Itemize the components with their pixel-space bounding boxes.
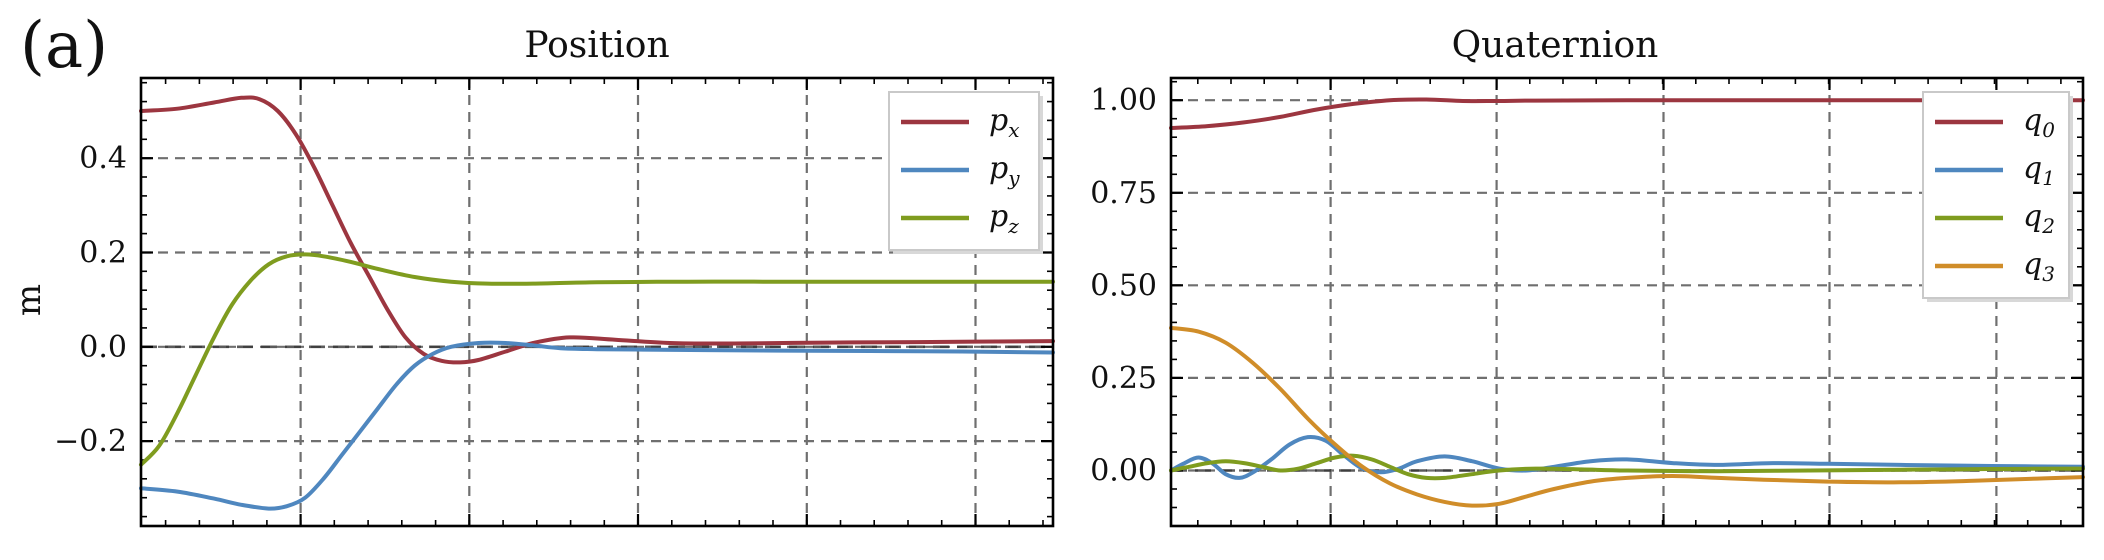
position-legend-label: pz xyxy=(989,199,1019,238)
quaternion-y-tick-label: 0.50 xyxy=(1090,268,1157,303)
quaternion-y-tick-label: 1.00 xyxy=(1090,83,1157,118)
position-y-axis-label: m xyxy=(9,284,49,316)
quaternion-chart-title: Quaternion xyxy=(1452,25,1659,66)
position-series-py-line xyxy=(139,340,1055,511)
quaternion-y-tick-label: 0.25 xyxy=(1090,361,1157,396)
position-chart-title: Position xyxy=(524,25,669,66)
position-legend: px py pz xyxy=(888,91,1043,254)
position-y-tick-label: 0.2 xyxy=(79,236,127,271)
quaternion-legend-box xyxy=(1922,91,2070,299)
quaternion-legend: q0 q1 q2 q3 xyxy=(1922,91,2073,302)
position-plot-frame xyxy=(139,76,1055,528)
position-y-tick-label: −0.2 xyxy=(54,424,127,459)
position-series-px-line xyxy=(139,95,1055,365)
position-legend-label: py xyxy=(989,151,1020,190)
position-series xyxy=(139,95,1055,511)
quaternion-chart: Quaternion 0.00 0.25 0.50 0.75 1.00 q0 q1 q2 q3 xyxy=(1090,25,2085,528)
position-chart: Position m −0.2 0.0 0.2 0.4 px py pz xyxy=(9,25,1055,528)
quaternion-y-tick-label: 0.75 xyxy=(1090,176,1157,211)
quaternion-series xyxy=(1169,97,2085,508)
position-y-tick-label: 0.4 xyxy=(79,141,127,176)
quaternion-series-q2-line xyxy=(1169,453,2085,481)
quaternion-legend-label: q2 xyxy=(2023,199,2055,238)
quaternion-series-q1-line xyxy=(1169,434,2085,480)
panel-letter: (a) xyxy=(20,9,108,83)
quaternion-plot-frame xyxy=(1169,76,2085,528)
position-legend-label: px xyxy=(989,103,1020,142)
position-y-ticks: −0.2 0.0 0.2 0.4 xyxy=(54,78,1053,526)
position-series-pz-line xyxy=(139,252,1055,467)
quaternion-y-tick-label: 0.00 xyxy=(1090,454,1157,489)
quaternion-series-q3-line xyxy=(1169,325,2085,508)
quaternion-legend-label: q1 xyxy=(2023,151,2055,190)
quaternion-series-q0-line xyxy=(1169,97,2085,130)
position-grid xyxy=(141,78,1053,526)
quaternion-legend-label: q0 xyxy=(2023,103,2055,142)
position-y-tick-label: 0.0 xyxy=(79,330,127,365)
quaternion-legend-label: q3 xyxy=(2023,247,2055,286)
